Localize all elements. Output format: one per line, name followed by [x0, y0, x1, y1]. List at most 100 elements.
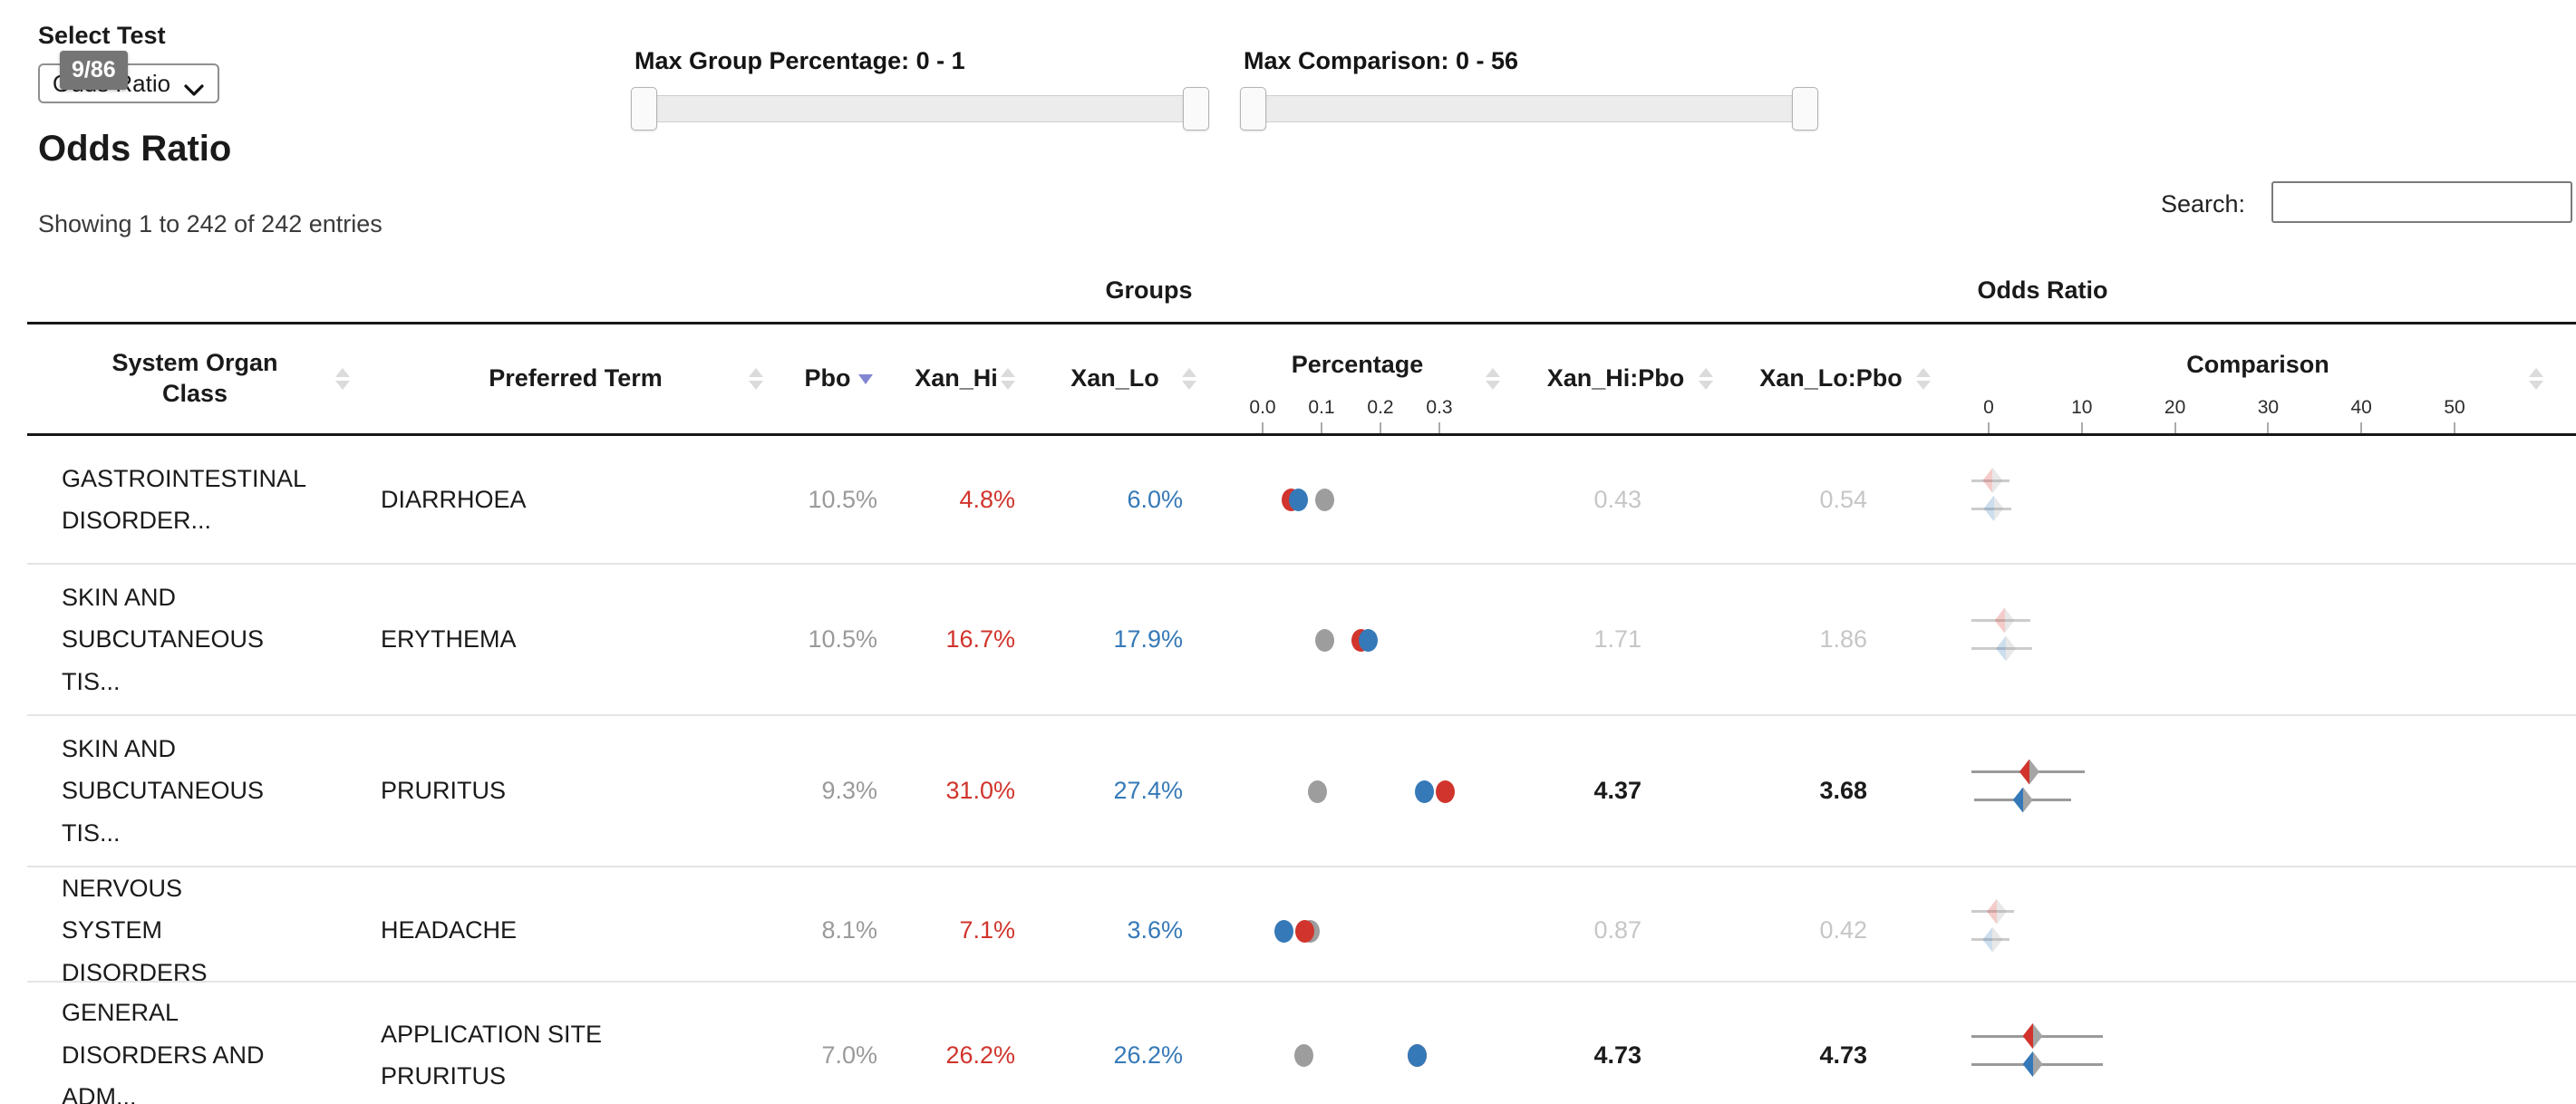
table-row[interactable]: GASTROINTESTINAL DISORDER... DIARRHOEA 10.… [27, 436, 2576, 563]
search-input[interactable] [2271, 181, 2572, 223]
axis-tick-mark [1438, 422, 1440, 433]
blue-ci-line [1971, 938, 2009, 942]
pbo-value: 9.3% [821, 777, 877, 804]
sort-desc-arrow [749, 381, 763, 390]
xan-hi-value: 7.1% [959, 916, 1015, 944]
percentage-dot-plot [1206, 983, 1509, 1104]
xan-lo-value: 3.6% [1127, 916, 1183, 944]
sort-desc-arrow [2529, 381, 2543, 390]
red-odds-ratio-marker [2019, 759, 2039, 785]
xan-lo-pbo-value: 4.73 [1819, 1041, 1867, 1069]
cmp-axis: 0 10 20 30 40 50 [1940, 397, 2576, 433]
blue-group-dot [1273, 919, 1293, 943]
axis-tick-label: 0 [1983, 397, 1994, 418]
odds-ratio-table: Groups Odds Ratio System Organ Class Prefe… [27, 258, 2576, 1104]
xan-hi-pbo-value: 4.73 [1593, 1041, 1641, 1069]
axis-tick-mark [2267, 422, 2270, 433]
axis-tick-mark [1262, 422, 1264, 433]
slider-handle-min[interactable] [631, 87, 657, 131]
max-group-percentage-slider: Max Group Percentage: 0 - 1 [631, 47, 1209, 131]
axis-tick-label: 0.3 [1426, 397, 1453, 418]
column-header-label: Xan_Lo [1070, 364, 1159, 392]
red-ci-line [1971, 479, 2009, 482]
group-header-row: Groups Odds Ratio [27, 258, 2576, 322]
sort-icons [749, 368, 763, 390]
slider-handle-max[interactable] [1792, 87, 1818, 131]
blue-odds-ratio-marker [1983, 496, 2004, 521]
xan-hi-value: 31.0% [945, 777, 1015, 804]
sort-asc-arrow [1916, 368, 1931, 377]
axis-tick-mark [1380, 422, 1381, 433]
xan-hi-pbo-value: 4.37 [1593, 777, 1641, 804]
column-header-system-organ-class[interactable]: System Organ Class [27, 324, 363, 433]
column-header-label: Xan_Hi:Pbo [1546, 364, 1685, 392]
comparison-forest-plot [1940, 436, 2576, 563]
axis-tick-mark [2080, 422, 2083, 433]
blue-odds-ratio-marker [1982, 926, 2003, 953]
sort-icons [1001, 368, 1015, 390]
sort-icons [1486, 368, 1500, 390]
sort-asc-arrow [335, 368, 350, 377]
slider-handle-min[interactable] [1240, 87, 1266, 131]
axis-tick-mark [2360, 422, 2363, 433]
pbo-value: 10.5% [808, 485, 877, 513]
table-row[interactable]: NERVOUS SYSTEM DISORDERS HEADACHE 8.1% 7.1%… [27, 866, 2576, 986]
sort-desc-arrow [335, 381, 350, 390]
column-header-label: Percentage [1291, 351, 1424, 378]
axis-tick-mark [1988, 422, 1990, 433]
column-header-pbo[interactable]: Pbo [789, 324, 888, 433]
column-header-xan-hi[interactable]: Xan_Hi [888, 324, 1024, 433]
gray-group-dot [1294, 1044, 1313, 1067]
group-header-groups: Groups [1105, 276, 1193, 304]
column-header-comparison[interactable]: Comparison 0 10 20 30 40 50 [1940, 324, 2576, 433]
red-odds-ratio-marker [1986, 898, 2007, 925]
blue-odds-ratio-marker [2022, 1051, 2043, 1077]
chevron-down-icon [183, 76, 205, 96]
slider-handle-max[interactable] [1183, 87, 1209, 131]
percentage-dot-plot [1206, 716, 1509, 866]
column-header-xan-lo[interactable]: Xan_Lo [1024, 324, 1206, 433]
sort-icons [1182, 368, 1196, 390]
sort-desc-icon [857, 373, 873, 384]
blue-odds-ratio-marker [2012, 787, 2033, 813]
xan-lo-pbo-value: 1.86 [1819, 625, 1867, 653]
axis-tick-label: 0.2 [1367, 397, 1394, 418]
sort-icons [2529, 368, 2543, 390]
soc-cell: SKIN AND SUBCUTANEOUS TIS... [62, 583, 265, 695]
preferred-term-cell: ERYTHEMA [381, 625, 517, 654]
gray-group-dot [1314, 489, 1334, 511]
column-header-preferred-term[interactable]: Preferred Term [363, 324, 789, 433]
xan-lo-value: 26.2% [1113, 1041, 1183, 1069]
soc-cell: NERVOUS SYSTEM DISORDERS [62, 875, 208, 986]
red-odds-ratio-marker [2022, 1023, 2043, 1049]
comparison-forest-plot [1940, 867, 2576, 993]
table-body: GASTROINTESTINAL DISORDER... DIARRHOEA 10.… [27, 436, 2576, 1104]
max-comparison-slider: Max Comparison: 0 - 56 [1240, 47, 1818, 131]
max-comparison-track[interactable] [1240, 87, 1818, 131]
column-header-xan-hi-pbo[interactable]: Xan_Hi:Pbo [1509, 324, 1722, 433]
table-row[interactable]: GENERAL DISORDERS AND ADM... APPLICATION … [27, 981, 2576, 1104]
group-header-odds-ratio: Odds Ratio [1977, 276, 2108, 304]
axis-tick-label: 0.0 [1249, 397, 1276, 418]
sort-desc-arrow [1699, 381, 1713, 390]
column-header-xan-lo-pbo[interactable]: Xan_Lo:Pbo [1722, 324, 1940, 433]
red-ci-line [1971, 910, 2014, 914]
max-group-percentage-track[interactable] [631, 87, 1209, 131]
table-row[interactable]: SKIN AND SUBCUTANEOUS TIS... PRURITUS 9.3%… [27, 714, 2576, 866]
red-odds-ratio-marker [1994, 607, 2015, 634]
soc-cell: SKIN AND SUBCUTANEOUS TIS... [62, 734, 265, 847]
group-header-spacer [27, 258, 789, 322]
pbo-value: 8.1% [821, 916, 877, 944]
column-header-percentage[interactable]: Percentage 0.0 0.1 0.2 0.3 [1206, 324, 1509, 433]
blue-group-dot [1358, 628, 1378, 652]
column-header-label: Pbo [804, 364, 851, 392]
xan-lo-pbo-value: 0.54 [1819, 485, 1867, 513]
column-header-label: Comparison [2186, 351, 2329, 378]
table-row[interactable]: SKIN AND SUBCUTANEOUS TIS... ERYTHEMA 10.5… [27, 563, 2576, 714]
pbo-value: 7.0% [821, 1041, 877, 1069]
sort-asc-arrow [1001, 368, 1015, 377]
axis-tick-label: 40 [2350, 397, 2372, 418]
xan-hi-value: 4.8% [959, 485, 1015, 513]
axis-tick-label: 20 [2164, 397, 2186, 418]
soc-cell: GASTROINTESTINAL DISORDER... [62, 464, 306, 534]
